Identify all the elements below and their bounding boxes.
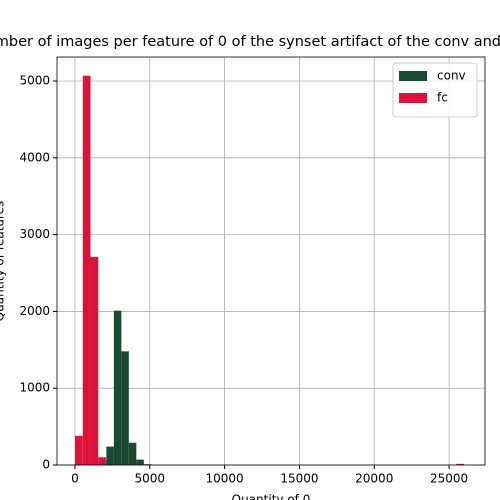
legend-swatch <box>399 71 427 81</box>
legend-label: fc <box>437 91 448 105</box>
x-tick-label: 15000 <box>280 472 318 486</box>
bar <box>74 435 83 465</box>
bar <box>121 351 129 465</box>
bar <box>113 310 122 465</box>
plot-frame <box>56 56 486 466</box>
y-tick-label: 2000 <box>19 304 50 318</box>
y-tick-label: 0 <box>42 458 50 472</box>
x-tick-label: 20000 <box>355 472 393 486</box>
x-tick-label: 10000 <box>206 472 244 486</box>
bar <box>106 446 114 465</box>
chart-title: Number of images per feature of 0 of the… <box>0 34 500 50</box>
x-tick-label: 5000 <box>135 472 166 486</box>
x-tick-label: 0 <box>71 472 79 486</box>
y-tick-label: 4000 <box>19 150 50 164</box>
bar <box>136 459 144 465</box>
bar <box>90 256 99 465</box>
bar <box>98 457 107 465</box>
legend-label: conv <box>437 69 466 83</box>
y-tick-label: 3000 <box>19 227 50 241</box>
y-tick-label: 1000 <box>19 381 50 395</box>
x-axis-label: Quantity of 0 <box>232 493 311 500</box>
bar <box>82 75 91 465</box>
x-tick-label: 25000 <box>430 472 468 486</box>
bar <box>456 463 465 465</box>
legend-swatch <box>399 93 427 103</box>
y-axis-label: Quantity of features <box>0 201 7 322</box>
y-tick-label: 5000 <box>19 74 50 88</box>
bar <box>128 442 137 465</box>
